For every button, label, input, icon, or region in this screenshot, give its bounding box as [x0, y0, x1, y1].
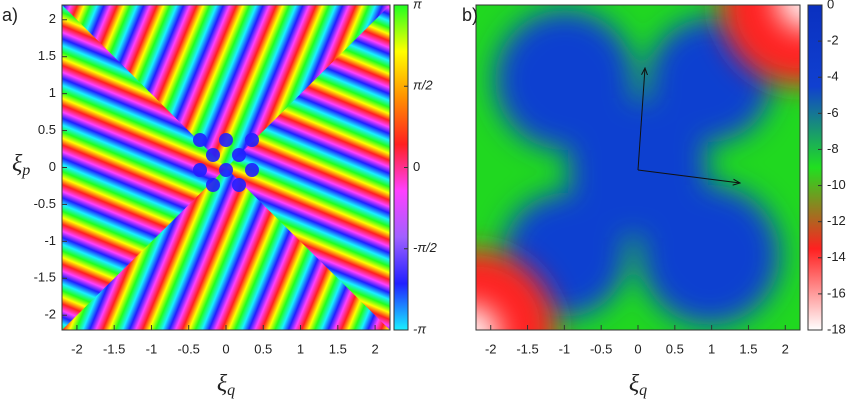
- x-tick-label: -1: [146, 341, 158, 356]
- colorbar-tick-label: 0: [413, 159, 420, 174]
- y-tick-label: 0.5: [38, 122, 56, 137]
- x-tick-label: 2: [371, 341, 378, 356]
- y-axis-label: ξp: [12, 151, 30, 179]
- colorbar-tick-label: -8: [827, 141, 839, 156]
- y-tick-label: 2: [49, 11, 56, 26]
- y-tick-label: -1: [44, 233, 56, 248]
- x-label-symbol: ξ: [217, 371, 228, 397]
- x-tick-label: 1.5: [329, 341, 347, 356]
- y-tick-label: 0: [49, 159, 56, 174]
- y-tick-label: -0.5: [34, 196, 56, 211]
- y-tick-label: 1: [49, 85, 56, 100]
- x-label-sub: q: [639, 382, 647, 399]
- x-tick-label: 1: [297, 341, 304, 356]
- colorbar-tick-label: 0: [827, 0, 834, 11]
- x-tick-label: 0: [634, 341, 641, 356]
- colorbar-tick-label: -10: [827, 177, 846, 192]
- magnitude-map: [476, 5, 800, 330]
- y-tick-label: 1.5: [38, 48, 56, 63]
- x-tick-label: -1.5: [103, 341, 125, 356]
- x-tick-label: -1.5: [516, 341, 538, 356]
- x-tick-label: 0: [222, 341, 229, 356]
- colorbar-tick-label: -4: [827, 69, 839, 84]
- panel-label: a): [2, 5, 18, 25]
- colorbar-tick-label: -π/2: [413, 240, 438, 255]
- x-tick-label: -1: [559, 341, 571, 356]
- x-axis-label: ξq: [217, 371, 235, 399]
- x-tick-label: 1.5: [739, 341, 757, 356]
- x-tick-label: -2: [485, 341, 497, 356]
- colorbar-tick-label: -12: [827, 213, 846, 228]
- colorbar-tick-label: -18: [827, 321, 846, 336]
- colorbar-tick-label: -π: [413, 321, 426, 336]
- y-tick-label: -2: [44, 307, 56, 322]
- colorbar-tick-label: π: [413, 0, 422, 11]
- y-label-sub: p: [21, 162, 30, 179]
- colorbar-tick-label: -16: [827, 285, 846, 300]
- panel-label: b): [462, 5, 478, 25]
- colorbar: [807, 4, 823, 331]
- x-tick-label: -0.5: [590, 341, 612, 356]
- phase-map: [62, 5, 390, 330]
- x-tick-label: 2: [782, 341, 789, 356]
- x-axis-label: ξq: [629, 371, 647, 399]
- y-tick-label: -1.5: [34, 270, 56, 285]
- colorbar-tick-label: -2: [827, 33, 839, 48]
- x-tick-label: -0.5: [178, 341, 200, 356]
- y-label-symbol: ξ: [12, 151, 23, 177]
- x-label-symbol: ξ: [629, 371, 640, 397]
- x-tick-label: -2: [71, 341, 83, 356]
- x-tick-label: 0.5: [666, 341, 684, 356]
- colorbar-tick-label: π/2: [413, 78, 433, 93]
- x-label-sub: q: [227, 382, 235, 399]
- colorbar-tick-label: -14: [827, 249, 846, 264]
- colorbar-tick-label: -6: [827, 105, 839, 120]
- x-tick-label: 1: [708, 341, 715, 356]
- x-tick-label: 0.5: [254, 341, 272, 356]
